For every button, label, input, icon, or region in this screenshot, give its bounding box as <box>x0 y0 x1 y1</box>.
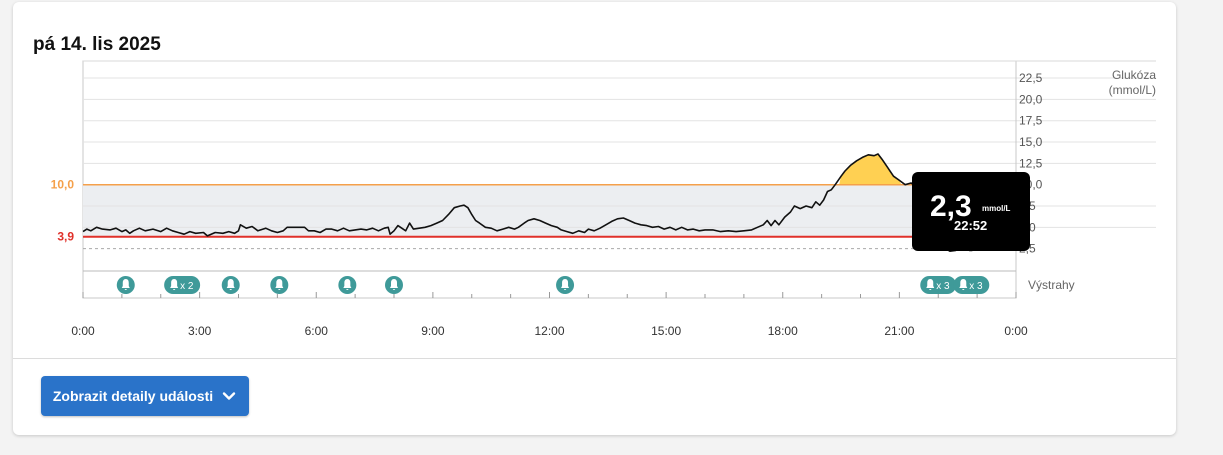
x-tick-label: 12:00 <box>534 324 564 338</box>
high-glucose-fill <box>839 153 902 185</box>
x-tick-label: 0:00 <box>1004 324 1028 338</box>
section-divider <box>13 358 1176 359</box>
x-tick-label: 0:00 <box>71 324 95 338</box>
y-axis-title: Glukóza <box>1112 68 1156 82</box>
y-tick-label: 17,5 <box>1019 114 1043 128</box>
x-tick-label: 9:00 <box>421 324 445 338</box>
bell-icon <box>926 279 935 290</box>
alerts-label: Výstrahy <box>1028 278 1075 292</box>
alert-count: x 3 <box>936 281 950 292</box>
y-axis-title-unit: (mmol/L) <box>1109 83 1156 97</box>
alert-count: x 3 <box>969 281 983 292</box>
reading-tooltip <box>912 172 1030 251</box>
alert-count: x 2 <box>180 281 194 292</box>
x-tick-label: 21:00 <box>884 324 914 338</box>
bell-icon <box>561 279 570 290</box>
high-target-label: 10,0 <box>51 178 75 192</box>
bell-icon <box>170 279 179 290</box>
y-tick-label: 20,0 <box>1019 92 1043 106</box>
bell-icon <box>959 279 968 290</box>
y-tick-label: 15,0 <box>1019 135 1043 149</box>
bell-icon <box>226 279 235 290</box>
x-tick-label: 18:00 <box>768 324 798 338</box>
x-tick-label: 3:00 <box>188 324 212 338</box>
bell-icon <box>275 279 284 290</box>
low-target-label: 3,9 <box>57 230 74 244</box>
bell-icon <box>390 279 398 290</box>
bell-icon <box>121 279 130 290</box>
tooltip-unit: mmol/L <box>982 204 1011 213</box>
y-tick-label: 22,5 <box>1019 71 1043 85</box>
target-range-band <box>83 184 1016 237</box>
y-tick-label: 12,5 <box>1019 156 1043 170</box>
x-tick-label: 6:00 <box>305 324 329 338</box>
bell-icon <box>343 279 352 290</box>
x-tick-label: 15:00 <box>651 324 681 338</box>
glucose-trace-line <box>82 153 980 252</box>
show-event-details-button[interactable]: Zobrazit detaily události <box>41 376 249 416</box>
tooltip-value: 2,3 <box>930 190 972 223</box>
tooltip-time: 22:52 <box>954 218 987 233</box>
page-title: pá 14. lis 2025 <box>33 34 161 55</box>
show-event-details-label: Zobrazit detaily události <box>52 388 214 404</box>
chevron-down-icon <box>222 392 236 400</box>
